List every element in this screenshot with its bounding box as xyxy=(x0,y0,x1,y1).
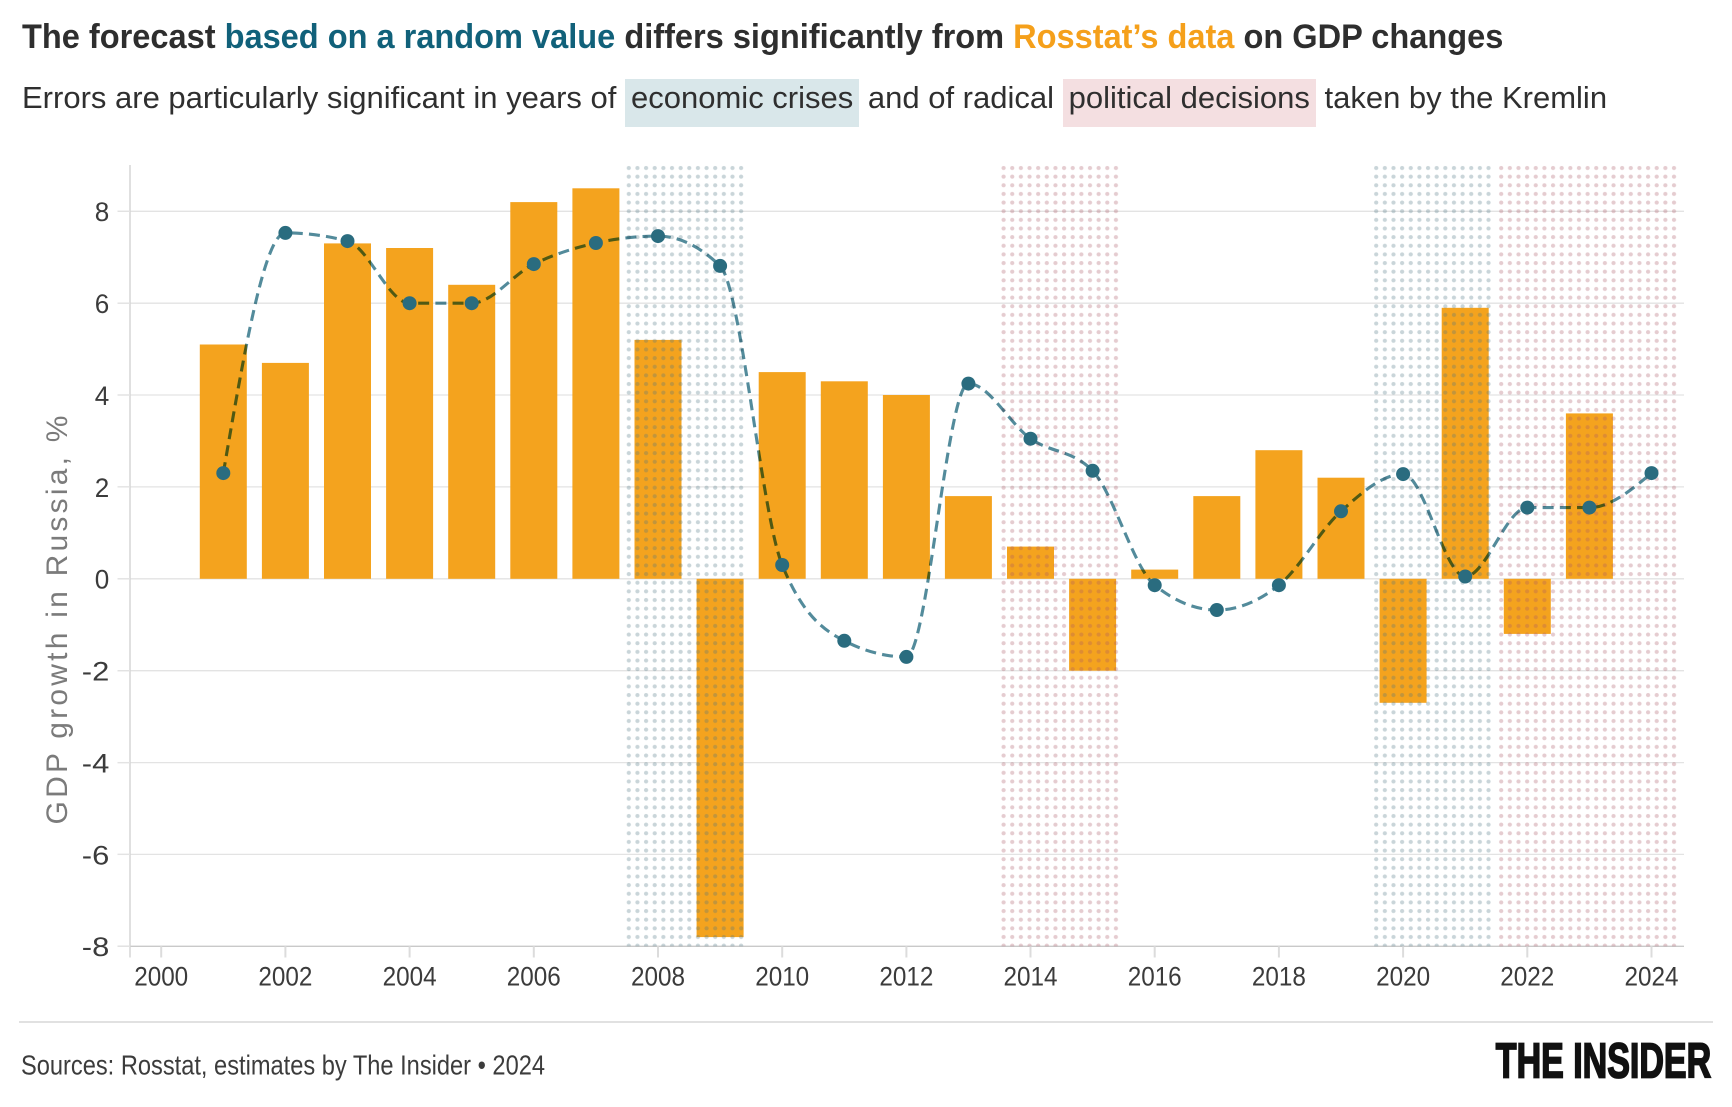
svg-text:2002: 2002 xyxy=(258,961,312,992)
svg-text:0: 0 xyxy=(95,564,110,595)
svg-text:-4: -4 xyxy=(82,748,110,779)
svg-text:-2: -2 xyxy=(82,656,110,687)
svg-text:-6: -6 xyxy=(82,839,110,870)
svg-text:2014: 2014 xyxy=(1004,961,1058,992)
svg-text:2016: 2016 xyxy=(1128,961,1182,992)
svg-text:8: 8 xyxy=(95,196,110,227)
svg-text:2012: 2012 xyxy=(879,961,933,992)
svg-text:2018: 2018 xyxy=(1252,961,1306,992)
svg-text:6: 6 xyxy=(95,288,110,319)
svg-text:2024: 2024 xyxy=(1625,961,1679,992)
svg-text:Sources: Rosstat, estimates by: Sources: Rosstat, estimates by The Insid… xyxy=(21,1050,545,1081)
svg-text:2000: 2000 xyxy=(134,961,188,992)
svg-text:2020: 2020 xyxy=(1376,961,1430,992)
svg-text:-8: -8 xyxy=(82,931,110,962)
svg-text:THE INSIDER: THE INSIDER xyxy=(1496,1033,1711,1087)
svg-text:GDP growth in Russia, %: GDP growth in Russia, % xyxy=(41,416,74,825)
svg-text:4: 4 xyxy=(95,380,110,411)
svg-text:2022: 2022 xyxy=(1500,961,1554,992)
svg-text:2006: 2006 xyxy=(507,961,561,992)
svg-text:2010: 2010 xyxy=(755,961,809,992)
svg-text:2: 2 xyxy=(95,472,110,503)
svg-text:2004: 2004 xyxy=(383,961,437,992)
svg-text:2008: 2008 xyxy=(631,961,685,992)
